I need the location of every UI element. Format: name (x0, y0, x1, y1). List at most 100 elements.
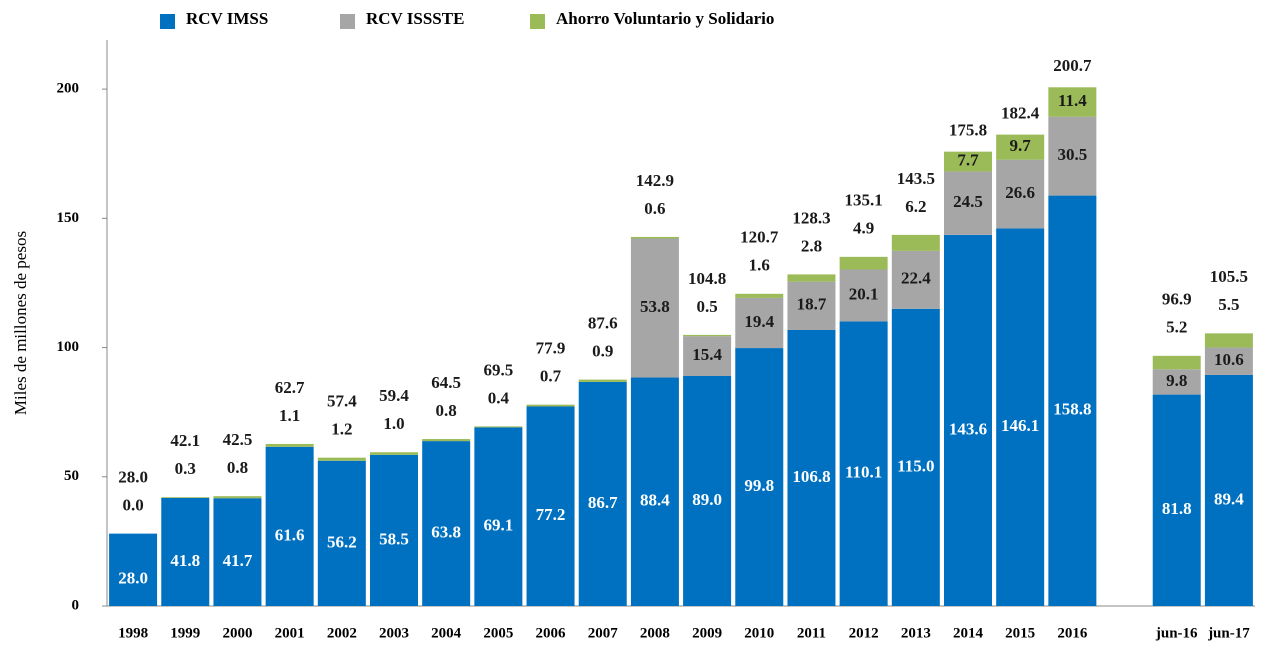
value-label: 0.8 (436, 401, 457, 420)
total-label: 120.7 (740, 228, 779, 247)
x-tick-label: 2005 (483, 625, 513, 641)
total-label: 135.1 (845, 191, 883, 210)
bar-segment (630, 236, 679, 239)
legend-label: RCV IMSS (186, 9, 268, 28)
value-label: 143.6 (949, 419, 987, 438)
bar-segment (787, 281, 836, 330)
bar-segment (109, 533, 158, 606)
x-tick-label: 2004 (431, 625, 462, 641)
value-label: 115.0 (897, 456, 934, 475)
bar-segment (630, 238, 679, 378)
value-label: 30.5 (1057, 145, 1087, 164)
x-tick-label: 2003 (379, 625, 409, 641)
value-label: 99.8 (744, 476, 774, 495)
x-tick-label: 2000 (222, 625, 252, 641)
bar-segment (370, 454, 418, 606)
total-label: 200.7 (1053, 56, 1092, 75)
value-label: 0.6 (644, 199, 665, 218)
x-tick-label: 2007 (588, 625, 619, 641)
bar-segment (891, 308, 940, 606)
legend-swatch (160, 14, 175, 29)
value-label: 20.1 (849, 284, 879, 303)
bar-segment (370, 452, 418, 455)
bar-segment (161, 497, 210, 606)
total-label: 69.5 (483, 360, 513, 379)
value-label: 41.8 (170, 551, 200, 570)
total-label: 104.8 (688, 269, 726, 288)
total-label: 42.5 (223, 430, 253, 449)
bar-segment (996, 134, 1045, 160)
value-label: 63.8 (431, 522, 461, 541)
x-tick-label: 2012 (849, 625, 879, 641)
bar-segment (839, 321, 888, 606)
value-label: 1.2 (331, 420, 352, 439)
total-label: 128.3 (792, 208, 830, 227)
value-label: 2.8 (801, 236, 822, 255)
value-label: 5.2 (1166, 318, 1187, 337)
value-label: 146.1 (1001, 416, 1039, 435)
bar-segment (735, 348, 784, 606)
value-label: 86.7 (588, 493, 618, 512)
value-label: 88.4 (640, 491, 670, 510)
bar-segment (578, 379, 627, 382)
x-tick-label: 2009 (692, 625, 722, 641)
bar-segment (944, 171, 992, 235)
x-tick-label: 2006 (536, 625, 567, 641)
bar-segment (1204, 347, 1253, 375)
bar-segment (1048, 116, 1097, 196)
value-label: 22.4 (901, 269, 931, 288)
bar-segment (1152, 369, 1201, 395)
value-label: 10.6 (1214, 350, 1244, 369)
bar-segment (787, 329, 836, 606)
bar-segment (578, 381, 627, 606)
x-tick-label: 2010 (744, 625, 774, 641)
bar-segment (1204, 333, 1253, 348)
value-label: 53.8 (640, 297, 670, 316)
bar-segment (839, 269, 888, 322)
value-label: 19.4 (744, 312, 774, 331)
bar-segment (891, 234, 940, 251)
value-label: 9.8 (1166, 371, 1187, 390)
x-tick-label: 2016 (1057, 625, 1088, 641)
total-label: 96.9 (1162, 290, 1192, 309)
value-label: 11.4 (1058, 91, 1087, 110)
value-label: 26.6 (1005, 183, 1035, 202)
bar-segment (422, 439, 471, 442)
y-tick-label: 100 (57, 339, 80, 355)
bar-segment (735, 297, 784, 349)
value-label: 15.4 (692, 345, 722, 364)
bar-segment (213, 496, 262, 499)
total-label: 57.4 (327, 392, 357, 411)
value-label: 0.8 (227, 458, 248, 477)
total-label: 42.1 (170, 431, 200, 450)
value-label: 1.6 (749, 256, 770, 275)
total-label: 142.9 (636, 171, 674, 190)
value-label: 61.6 (275, 525, 305, 544)
total-label: 87.6 (588, 314, 618, 333)
value-label: 28.0 (118, 569, 148, 588)
bar-segment (683, 375, 732, 606)
total-label: 105.5 (1210, 267, 1248, 286)
bar-segment (526, 404, 575, 407)
value-label: 56.2 (327, 532, 357, 551)
bar-segment (1204, 374, 1253, 606)
x-tick-label: 2008 (640, 625, 670, 641)
x-tick-label: 2013 (901, 625, 931, 641)
value-label: 89.0 (692, 490, 722, 509)
bar-segment (161, 497, 210, 498)
bar-segment (1152, 355, 1201, 370)
x-tick-label: 2015 (1005, 625, 1035, 641)
legend-label: RCV ISSSTE (366, 9, 464, 28)
value-label: 1.1 (279, 406, 300, 425)
x-tick-label: jun-17 (1207, 625, 1250, 641)
bar-segment (265, 443, 314, 447)
value-label: 0.5 (696, 297, 717, 316)
value-label: 1.0 (383, 414, 404, 433)
bar-segment (787, 274, 836, 282)
total-label: 28.0 (118, 468, 148, 487)
value-label: 0.7 (540, 367, 562, 386)
total-label: 143.5 (897, 169, 935, 188)
bar-segment (891, 250, 940, 309)
bar-segment (944, 151, 992, 172)
